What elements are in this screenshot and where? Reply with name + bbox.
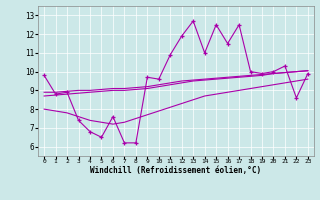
X-axis label: Windchill (Refroidissement éolien,°C): Windchill (Refroidissement éolien,°C) — [91, 166, 261, 175]
